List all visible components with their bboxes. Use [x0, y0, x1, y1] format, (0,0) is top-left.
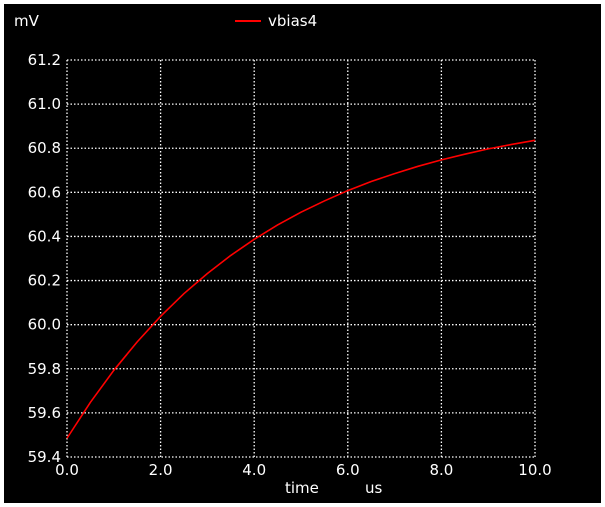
grid-lines — [66, 59, 536, 458]
x-tick-label: 8.0 — [429, 461, 453, 479]
x-tick-label: 10.0 — [518, 461, 551, 479]
x-tick-label: 4.0 — [242, 461, 266, 479]
chart-frame: 59.4 59.6 59.8 60.0 60.2 60.4 60.6 60.8 61.0 61.2… — [4, 4, 601, 503]
y-tick-label: 60.0 — [28, 316, 61, 334]
y-tick-label: 59.8 — [28, 360, 61, 378]
series-lines — [66, 139, 536, 439]
x-tick-label: 6.0 — [336, 461, 360, 479]
y-tick-label: 60.2 — [28, 272, 61, 290]
x-tick-label: 2.0 — [149, 461, 173, 479]
y-tick-label: 59.6 — [28, 404, 61, 422]
y-tick-label: 60.8 — [28, 139, 61, 157]
x-tick-labels: 0.0 2.0 4.0 6.0 8.0 10.0 — [55, 461, 552, 479]
line-chart: 59.4 59.6 59.8 60.0 60.2 60.4 60.6 60.8 61.0 61.2… — [14, 12, 552, 497]
y-unit-label: mV — [14, 12, 40, 30]
x-axis-label: time — [285, 479, 319, 497]
y-tick-label: 59.4 — [28, 448, 61, 466]
x-tick-label: 0.0 — [55, 461, 79, 479]
legend-entry-vbias4: vbias4 — [268, 12, 317, 30]
y-tick-label: 60.6 — [28, 183, 61, 201]
series-line-vbias4 — [66, 139, 536, 439]
y-tick-label: 61.0 — [28, 95, 61, 113]
y-tick-label: 61.2 — [28, 51, 61, 69]
y-tick-labels: 59.4 59.6 59.8 60.0 60.2 60.4 60.6 60.8 61.0 61.2 — [28, 51, 61, 466]
y-tick-label: 60.4 — [28, 227, 61, 245]
x-unit-label: us — [365, 479, 383, 497]
